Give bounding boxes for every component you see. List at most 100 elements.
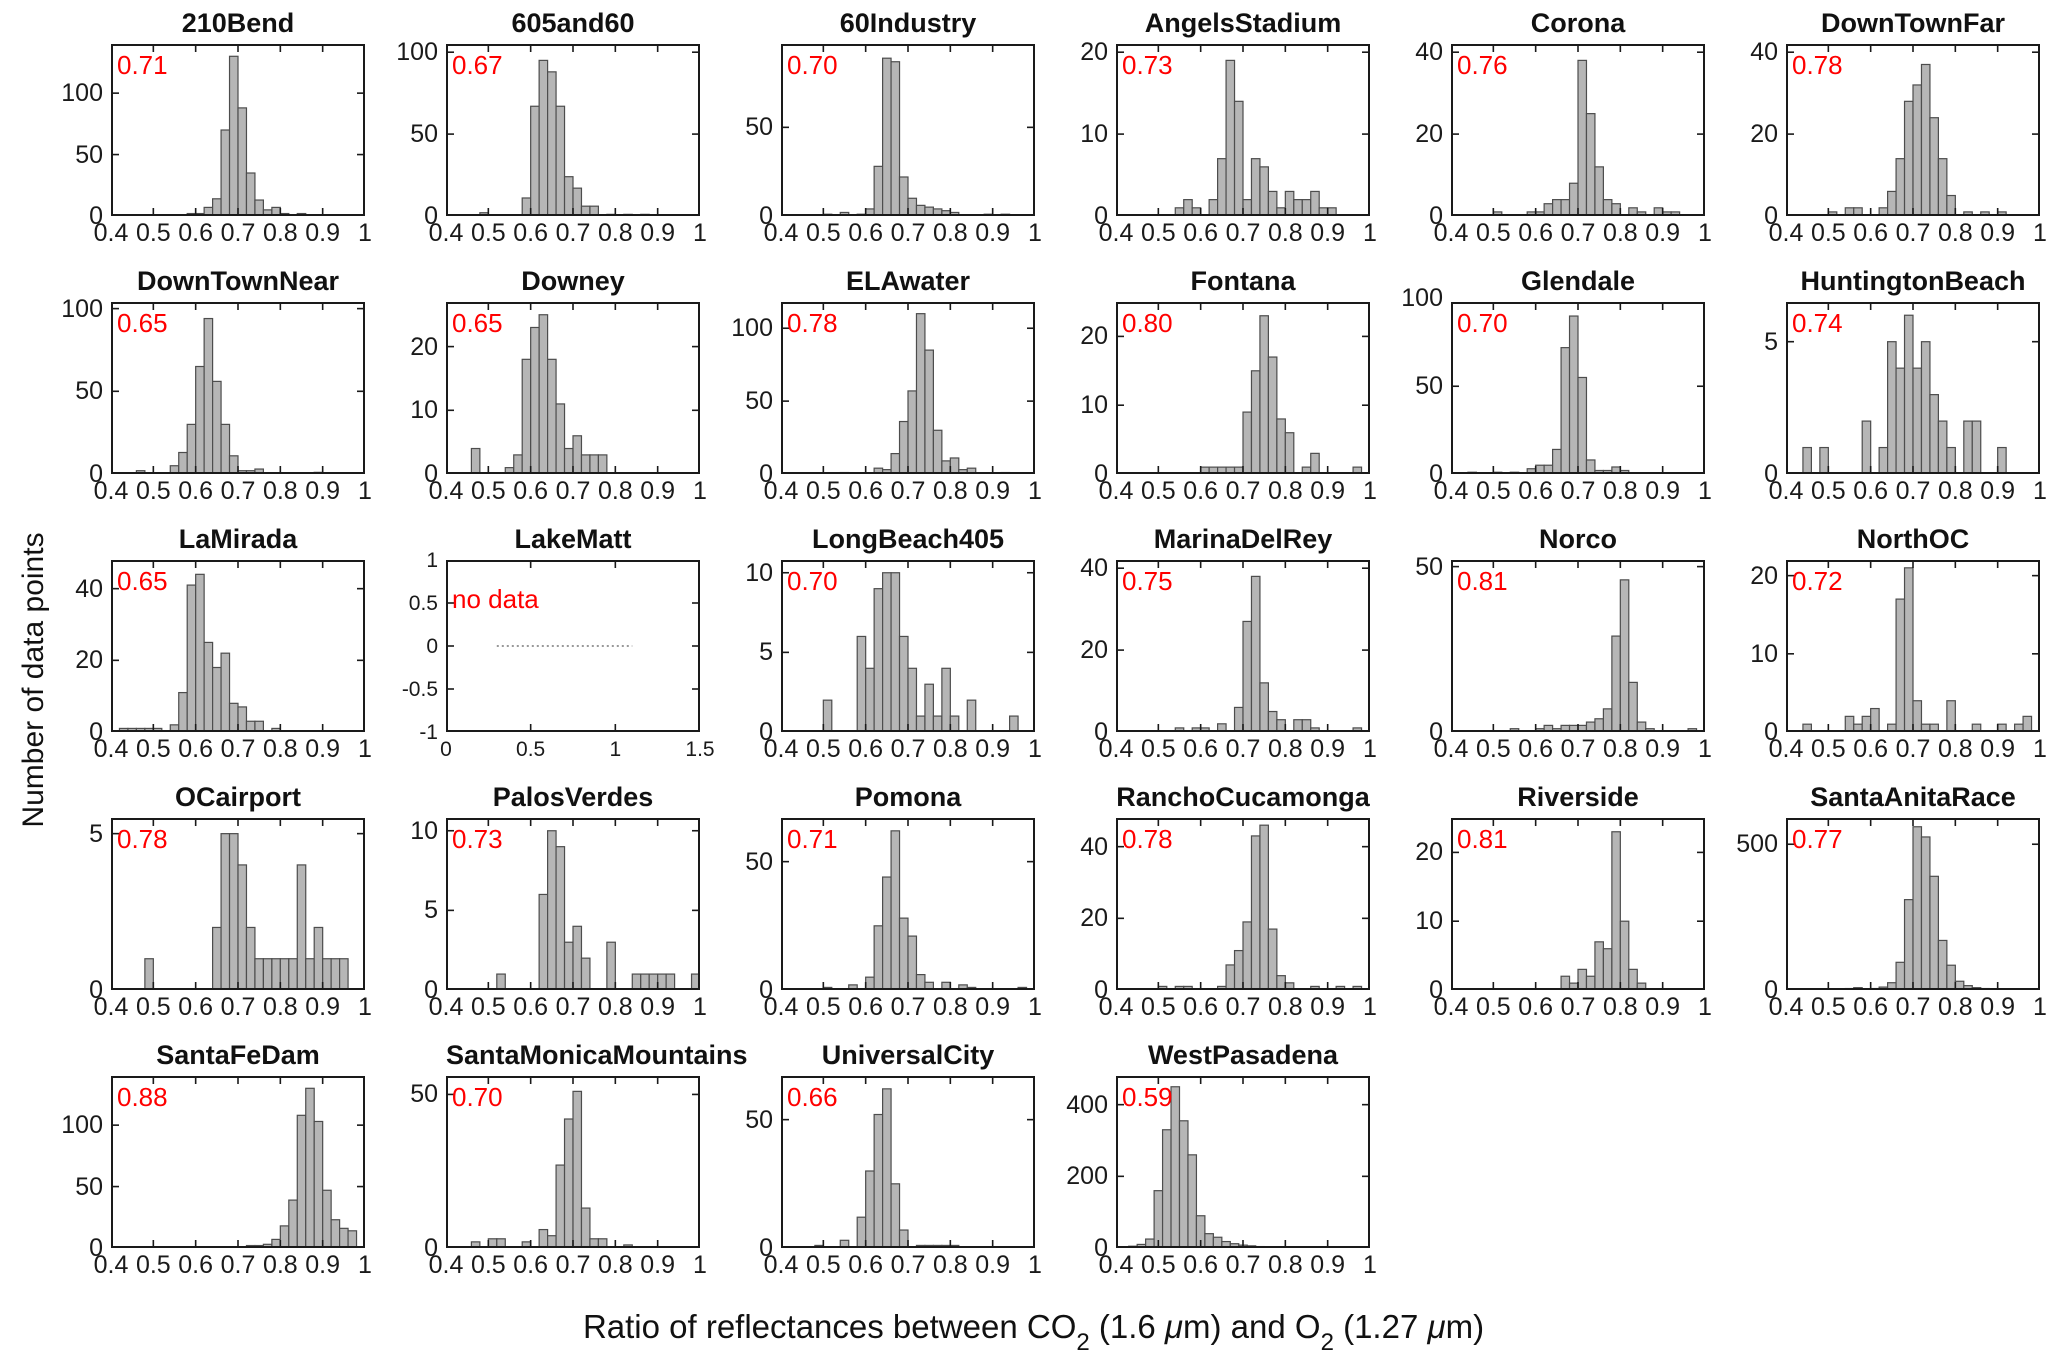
subplot-Glendale: Glendale 0.70 0 50 100 0.4 0.5 0.6 0.7 0.8 0.9 1 xyxy=(1395,266,1730,524)
x-tick-label: 0.7 xyxy=(1560,735,1596,763)
x-axis-label-text: (1.6 xyxy=(1089,1308,1165,1345)
histogram-canvas xyxy=(1116,560,1370,732)
x-tick-label: 0.5 xyxy=(1810,735,1846,763)
subplot-title: ELAwater xyxy=(845,266,971,296)
x-tick-label: 0.9 xyxy=(305,477,341,505)
y-tick-label: 0 xyxy=(89,976,103,1004)
y-tick-label: 100 xyxy=(731,314,773,343)
y-tick-label: 0 xyxy=(759,202,773,230)
x-tick-label: 1.5 xyxy=(685,738,715,761)
x-tick-label: 0.7 xyxy=(1560,219,1596,247)
x-tick-label: 0.9 xyxy=(305,219,341,247)
histogram-canvas xyxy=(1451,44,1705,216)
y-tick-label: 20 xyxy=(1415,838,1443,867)
x-tick-label: 0.9 xyxy=(1310,735,1346,763)
plot-area xyxy=(1786,560,2040,732)
x-tick-label: 0.8 xyxy=(597,477,633,505)
x-tick-label: 0.4 xyxy=(763,477,799,505)
y-tick-label: 20 xyxy=(1750,120,1778,149)
x-tick-label: 0.5 xyxy=(1810,993,1846,1021)
subplot-PalosVerdes: PalosVerdes 0.73 0 5 10 0.4 0.5 0.6 0.7 0.8 0.9 1 xyxy=(390,782,725,1040)
subplot-title: Corona xyxy=(1530,8,1626,38)
subplot-605and60: 605and60 0.67 0 50 100 0.4 0.5 0.6 0.7 0.8 0.9 1 xyxy=(390,8,725,266)
y-tick-label: 0 xyxy=(424,202,438,230)
x-tick-label: 0.6 xyxy=(1183,1251,1219,1279)
subplot-annotation: 0.76 xyxy=(1457,50,1508,80)
x-tick-label: 0.4 xyxy=(93,1251,129,1279)
subplot-annotation: 0.70 xyxy=(787,566,838,596)
histogram-canvas xyxy=(446,560,700,732)
x-tick-label: 0.5 xyxy=(1475,735,1511,763)
x-tick-label: 0.9 xyxy=(1645,477,1681,505)
x-tick-label: 0.5 xyxy=(805,735,841,763)
x-axis-label: Ratio of reflectances between CO2 (1.6 μ… xyxy=(0,1308,2067,1356)
histogram-canvas xyxy=(446,302,700,474)
x-tick-label: 0.9 xyxy=(640,219,676,247)
y-tick-label: 500 xyxy=(1736,830,1778,859)
y-tick-label: 0 xyxy=(1094,976,1108,1004)
x-tick-label: 0.7 xyxy=(1895,219,1931,247)
x-tick-label: 0.6 xyxy=(848,735,884,763)
plot-area xyxy=(1451,302,1705,474)
x-tick-label: 0.5 xyxy=(470,219,506,247)
subplot-annotation: 0.81 xyxy=(1457,566,1508,596)
x-tick-label: 0.6 xyxy=(178,1251,214,1279)
y-tick-label: 5 xyxy=(89,819,103,848)
histogram-canvas xyxy=(446,818,700,990)
histogram-canvas xyxy=(446,1076,700,1248)
y-tick-label: 0 xyxy=(89,460,103,488)
x-tick-label: 0.4 xyxy=(763,1251,799,1279)
x-tick-label: 0.9 xyxy=(1980,993,2016,1021)
x-tick-label: 0.7 xyxy=(890,1251,926,1279)
x-tick-label: 0.6 xyxy=(1853,477,1889,505)
x-tick-label: 1 xyxy=(1028,1251,1042,1279)
subplot-60Industry: 60Industry 0.70 0 50 0.4 0.5 0.6 0.7 0.8 0.9 1 xyxy=(725,8,1060,266)
x-tick-label: 0.6 xyxy=(1853,219,1889,247)
x-tick-label: 0.5 xyxy=(1475,477,1511,505)
y-tick-label: 1 xyxy=(426,549,438,572)
x-tick-label: 0.5 xyxy=(135,219,171,247)
y-tick-label: 0 xyxy=(424,460,438,488)
x-tick-label: 0.8 xyxy=(1267,735,1303,763)
x-tick-label: 1 xyxy=(1363,993,1377,1021)
y-tick-label: 0 xyxy=(1094,718,1108,746)
y-tick-label: 50 xyxy=(1415,372,1443,401)
subplot-SantaFeDam: SantaFeDam 0.88 0 50 100 0.4 0.5 0.6 0.7 0.8 0.9… xyxy=(55,1040,390,1298)
subplot-ELAwater: ELAwater 0.78 0 50 100 0.4 0.5 0.6 0.7 0.8 0.9 1 xyxy=(725,266,1060,524)
x-axis-label-text: m) xyxy=(1445,1308,1485,1345)
x-tick-label: 0.7 xyxy=(220,477,256,505)
x-tick-label: 0.5 xyxy=(1140,1251,1176,1279)
y-tick-label: 40 xyxy=(1415,38,1443,67)
subplot-LongBeach405: LongBeach405 0.70 0 5 10 0.4 0.5 0.6 0.7 0.8 0.9… xyxy=(725,524,1060,782)
x-tick-label: 0.8 xyxy=(932,477,968,505)
x-tick-label: 0.8 xyxy=(597,1251,633,1279)
x-tick-label: 0.5 xyxy=(1475,219,1511,247)
subplot-title: DownTownNear xyxy=(137,266,339,296)
x-tick-label: 0.7 xyxy=(220,1251,256,1279)
x-tick-label: 0.9 xyxy=(975,735,1011,763)
y-tick-label: 10 xyxy=(410,816,438,845)
x-tick-label: 0.7 xyxy=(1560,993,1596,1021)
x-tick-label: 1 xyxy=(1363,1251,1377,1279)
x-tick-label: 0.9 xyxy=(305,735,341,763)
y-tick-label: 0 xyxy=(1429,976,1443,1004)
plot-area xyxy=(111,302,365,474)
x-tick-label: 0.4 xyxy=(1098,735,1134,763)
x-tick-label: 0.6 xyxy=(1518,993,1554,1021)
plot-area xyxy=(1116,302,1370,474)
plot-area xyxy=(781,1076,1035,1248)
x-tick-label: 0.6 xyxy=(1853,735,1889,763)
y-tick-label: 0 xyxy=(1429,718,1443,746)
x-tick-label: 1 xyxy=(1698,735,1712,763)
x-tick-label: 0.4 xyxy=(428,219,464,247)
x-tick-label: 0.5 xyxy=(1810,477,1846,505)
plot-area xyxy=(1451,818,1705,990)
y-tick-label: 5 xyxy=(759,638,773,667)
x-tick-label: 0.9 xyxy=(975,219,1011,247)
y-tick-label: 50 xyxy=(745,847,773,876)
subplot-NorthOC: NorthOC 0.72 0 10 20 0.4 0.5 0.6 0.7 0.8 0.9 1 xyxy=(1730,524,2065,782)
x-tick-label: 1 xyxy=(1028,993,1042,1021)
y-tick-label: 40 xyxy=(1080,554,1108,583)
x-tick-label: 1 xyxy=(1698,477,1712,505)
x-tick-label: 0.5 xyxy=(1475,993,1511,1021)
